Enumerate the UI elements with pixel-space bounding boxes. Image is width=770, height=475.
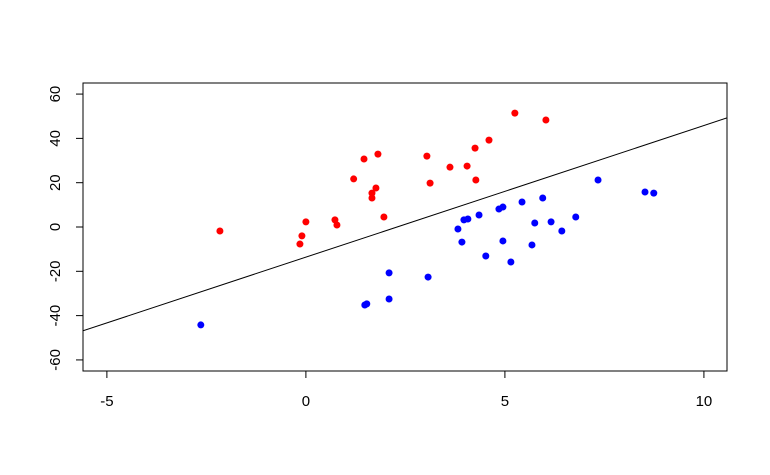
x-tick-label: 0 — [302, 393, 310, 410]
x-tick-label: -5 — [100, 393, 113, 410]
point — [298, 232, 306, 240]
point — [650, 189, 658, 197]
point — [528, 241, 536, 249]
point — [216, 227, 224, 235]
y-tick-label: -20 — [47, 260, 64, 282]
point — [446, 163, 454, 171]
y-tick-label: 0 — [47, 223, 64, 231]
point — [363, 300, 371, 308]
point — [454, 225, 462, 233]
point — [296, 240, 304, 248]
point — [475, 211, 483, 219]
point — [368, 189, 376, 197]
point — [471, 144, 479, 152]
y-tick-label: -60 — [47, 349, 64, 371]
point — [463, 162, 471, 170]
point — [539, 194, 547, 202]
x-tick-label: 5 — [501, 393, 509, 410]
y-tick-label: 40 — [47, 130, 64, 147]
point — [558, 227, 566, 235]
point — [385, 269, 393, 277]
point — [542, 116, 550, 124]
point — [594, 176, 602, 184]
point — [423, 152, 431, 160]
point — [507, 258, 515, 266]
point — [572, 213, 580, 221]
point — [385, 295, 393, 303]
point — [531, 219, 539, 227]
point — [485, 136, 493, 144]
y-tick-label: -40 — [47, 305, 64, 327]
y-tick-label: 20 — [47, 174, 64, 191]
point — [424, 273, 432, 281]
point — [426, 179, 434, 187]
point — [350, 175, 358, 183]
point — [458, 238, 466, 246]
point — [518, 198, 526, 206]
point — [372, 184, 380, 192]
point — [499, 237, 507, 245]
point — [464, 215, 472, 223]
point — [499, 203, 507, 211]
point — [197, 321, 205, 329]
point — [368, 194, 376, 202]
point — [302, 218, 310, 226]
y-tick-label: 60 — [47, 86, 64, 103]
fit-line — [83, 117, 727, 332]
point — [547, 218, 555, 226]
x-tick-label: 10 — [696, 393, 713, 410]
point — [374, 150, 382, 158]
point — [641, 188, 649, 196]
point — [482, 252, 490, 260]
point — [333, 221, 341, 229]
point — [380, 213, 388, 221]
point — [472, 176, 480, 184]
plot-box — [82, 82, 728, 372]
point — [511, 109, 519, 117]
point — [360, 155, 368, 163]
